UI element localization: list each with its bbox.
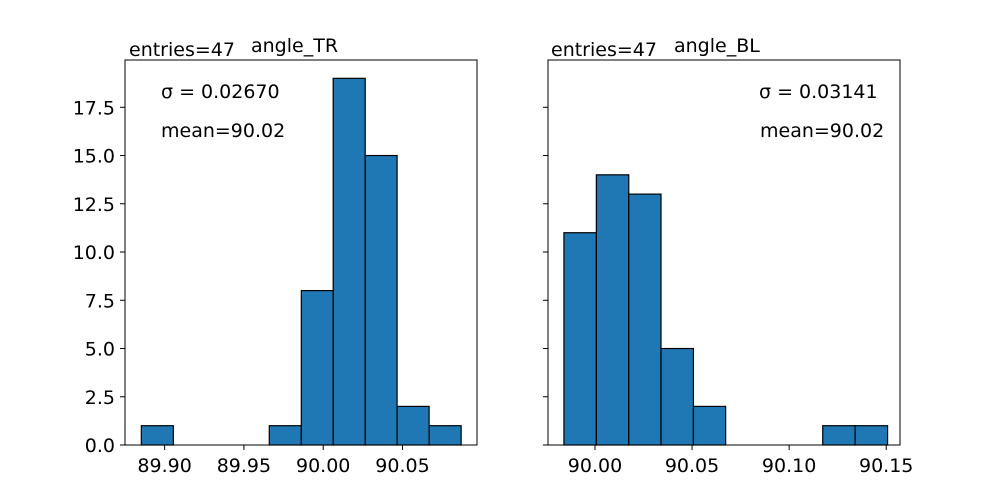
- x-tick-label: 90.10: [762, 455, 816, 477]
- histogram-bar: [822, 425, 856, 446]
- histogram-bar: [364, 154, 398, 446]
- chart-title: angle_TR: [251, 35, 338, 57]
- entries-label: entries=47: [551, 39, 657, 61]
- y-tick-label: 17.5: [73, 97, 115, 119]
- sigma-annotation: σ = 0.02670: [161, 81, 280, 103]
- histogram-bar: [595, 174, 630, 446]
- histogram-angle-tr: 89.90 89.95 90.00 90.05 0.0 2.5 5.0 7.5 10.0 12.…: [73, 35, 478, 477]
- histogram-bar: [660, 347, 695, 446]
- x-tick-label: 90.05: [665, 455, 719, 477]
- x-axis-ticks-angle-tr: 89.90 89.95 90.00 90.05: [137, 445, 430, 477]
- x-axis-ticks-angle-bl: 90.00 90.05 90.10 90.15: [568, 445, 913, 477]
- histogram-bar: [428, 425, 462, 446]
- histogram-angle-bl: 90.00 90.05 90.10 90.15 entries=47 angle_BL…: [543, 35, 913, 477]
- entries-label: entries=47: [129, 39, 235, 61]
- x-tick-label: 90.00: [296, 455, 350, 477]
- x-tick-label: 89.90: [137, 455, 191, 477]
- histogram-bar: [300, 290, 334, 446]
- bars-angle-tr: [140, 77, 462, 446]
- x-tick-label: 90.05: [375, 455, 429, 477]
- chart-title: angle_BL: [674, 35, 760, 57]
- sigma-annotation: σ = 0.03141: [759, 81, 878, 103]
- y-axis-ticks-angle-bl: [543, 106, 548, 446]
- x-tick-label: 89.95: [217, 455, 271, 477]
- histogram-bar: [628, 193, 662, 446]
- mean-annotation: mean=90.02: [760, 120, 884, 142]
- y-tick-label: 12.5: [73, 194, 115, 216]
- histogram-bar: [332, 77, 366, 446]
- y-tick-label: 10.0: [73, 242, 115, 264]
- x-tick-label: 90.15: [859, 455, 913, 477]
- y-tick-label: 7.5: [85, 290, 115, 312]
- mean-annotation: mean=90.02: [161, 120, 285, 142]
- histogram-bar: [268, 425, 302, 446]
- y-tick-label: 5.0: [85, 339, 115, 361]
- bars-angle-bl: [563, 174, 889, 446]
- x-tick-label: 90.00: [568, 455, 622, 477]
- y-axis-ticks-angle-tr: 0.0 2.5 5.0 7.5 10.0 12.5 15.0 17.5: [73, 97, 125, 457]
- histogram-bar: [692, 405, 727, 446]
- y-tick-label: 15.0: [73, 146, 115, 168]
- y-tick-label: 0.0: [85, 435, 115, 457]
- y-tick-label: 2.5: [85, 387, 115, 409]
- histogram-bar: [563, 232, 597, 446]
- histogram-bar: [854, 425, 889, 446]
- histogram-bar: [396, 405, 430, 446]
- histogram-bar: [140, 425, 174, 446]
